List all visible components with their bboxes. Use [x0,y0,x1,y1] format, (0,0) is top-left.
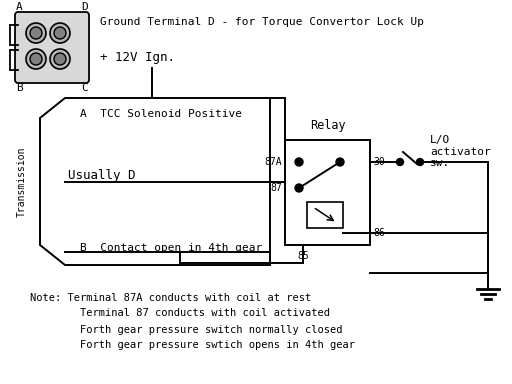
Circle shape [54,53,66,65]
Circle shape [295,184,303,192]
Text: Transmission: Transmission [17,147,27,217]
Bar [285,140,370,245]
Bar [307,202,343,228]
Text: Terminal 87 conducts with coil activated: Terminal 87 conducts with coil activated [30,308,330,318]
Text: Usually D: Usually D [68,169,136,182]
Text: A: A [16,2,23,12]
Text: Forth gear pressure switch normally closed: Forth gear pressure switch normally clos… [30,325,343,335]
FancyBboxPatch shape [15,12,89,83]
Circle shape [416,159,423,166]
Text: C: C [81,83,88,93]
Circle shape [50,49,70,69]
Circle shape [295,158,303,166]
Text: 87A: 87A [264,157,282,167]
Text: Forth gear pressure swtich opens in 4th gear: Forth gear pressure swtich opens in 4th … [30,340,355,350]
Circle shape [26,49,46,69]
Circle shape [30,27,42,39]
Text: 87: 87 [270,183,282,193]
Text: L/O
activator
sw.: L/O activator sw. [430,135,490,168]
Text: Note: Terminal 87A conducts with coil at rest: Note: Terminal 87A conducts with coil at… [30,293,311,303]
Circle shape [26,23,46,43]
Text: 30: 30 [373,157,385,167]
Text: D: D [81,2,88,12]
Circle shape [336,158,344,166]
Text: B: B [16,83,23,93]
Text: 86: 86 [373,228,385,238]
Circle shape [50,23,70,43]
Circle shape [54,27,66,39]
Text: A  TCC Solenoid Positive: A TCC Solenoid Positive [80,109,242,119]
Text: Ground Terminal D - for Torque Convertor Lock Up: Ground Terminal D - for Torque Convertor… [100,17,424,27]
Text: 85: 85 [297,251,309,261]
Text: + 12V Ign.: + 12V Ign. [100,51,175,65]
Text: Relay: Relay [310,119,345,132]
Circle shape [30,53,42,65]
Circle shape [396,159,403,166]
Text: B  Contact open in 4th gear: B Contact open in 4th gear [80,243,262,253]
